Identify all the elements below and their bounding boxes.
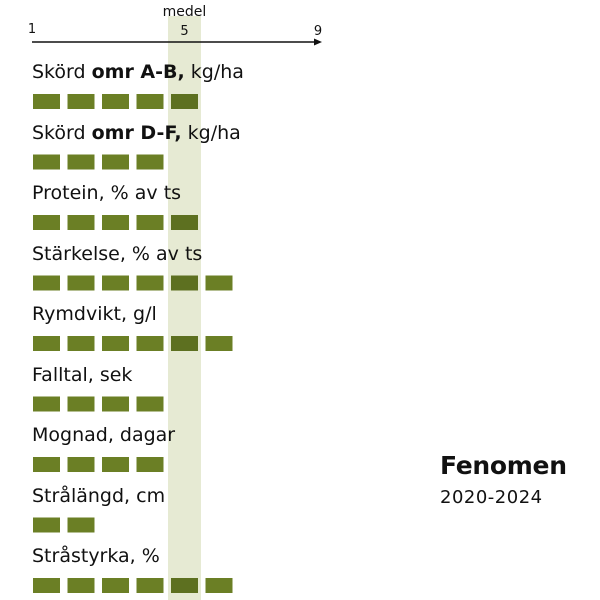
bar-segment [171,578,198,593]
bar-segment [33,578,60,593]
bar-segment [33,457,60,472]
bar-segment [136,215,164,230]
bar-segment [136,336,164,351]
row-label-unit: kg/ha [181,121,241,144]
bar-segment [171,275,198,291]
row-label-text: Stråstyrka, % [32,545,160,567]
bar-segment [67,215,95,230]
bar-segment [102,154,129,170]
bar-segment [205,275,233,291]
bar-segment [102,215,129,230]
bar-segment [33,517,60,533]
bar-segment [67,336,95,351]
bar-segment [136,94,164,109]
row-label-text: Mognad, dagar [32,424,176,446]
bar-segment [33,154,60,170]
row-label: Skörd omr A-B, kg/ha [32,63,244,82]
bars-group [33,94,233,593]
bar-segment [33,94,60,109]
bar-segment [67,154,95,170]
row-label: Falltal, sek [32,363,133,386]
tick-label-5: 5 [180,24,188,39]
row-label-text: Skörd [32,61,92,83]
medel-label: medel [163,4,207,20]
row-label-bold: omr A-B, [91,61,185,83]
bar-segment [33,336,60,351]
bar-segment [33,275,60,291]
bar-segment [33,396,60,412]
row-label-unit: kg/ha [184,61,244,83]
row-label-text: Skörd [32,121,92,144]
bar-segment [136,396,164,412]
row-label: Strålängd, cm [32,484,166,507]
bar-segment [102,94,129,109]
row-label: Stärkelse, % av ts [32,242,203,265]
bar-segment [102,578,129,593]
bar-segment [171,94,198,109]
bar-segment [33,215,60,230]
bar-segment [102,396,129,412]
scale-axis: 1 5 9 medel [28,4,322,46]
row-label: Rymdvikt, g/l [32,305,157,324]
bar-segment [67,578,95,593]
bar-segment [67,275,95,291]
row-label-text: Rymdvikt, g/l [32,303,157,325]
row-label-text: Protein, % av ts [32,182,182,204]
bar-segment [171,215,198,230]
axis-arrow [314,38,322,46]
bar-segment [136,578,164,593]
bar-segment [136,275,164,291]
legend-subtitle: 2020-2024 [440,487,543,508]
bar-segment [205,336,233,351]
row-label-text: Strålängd, cm [32,484,166,507]
bar-segment [102,275,129,291]
row-label: Protein, % av ts [32,184,181,203]
row-label: Stråstyrka, % [32,547,160,566]
tick-label-1: 1 [28,22,36,37]
row-label: Skörd omr D-F, kg/ha [32,121,241,144]
tick-label-9: 9 [314,24,322,39]
bar-segment [102,336,129,351]
row-label-text: Falltal, sek [32,363,133,386]
bar-segment [205,578,233,593]
row-label: Mognad, dagar [32,426,175,445]
bar-segment [171,336,198,351]
bar-segment [67,396,95,412]
bar-segment [136,457,164,472]
bar-segment [136,154,164,170]
bar-segment [67,94,95,109]
bar-segment [67,517,95,533]
medel-band [168,16,201,600]
bar-segment [102,457,129,472]
bar-segment [67,457,95,472]
row-label-bold: omr D-F, [91,121,182,144]
row-label-text: Stärkelse, % av ts [32,242,203,265]
legend-title: Fenomen [440,451,567,480]
